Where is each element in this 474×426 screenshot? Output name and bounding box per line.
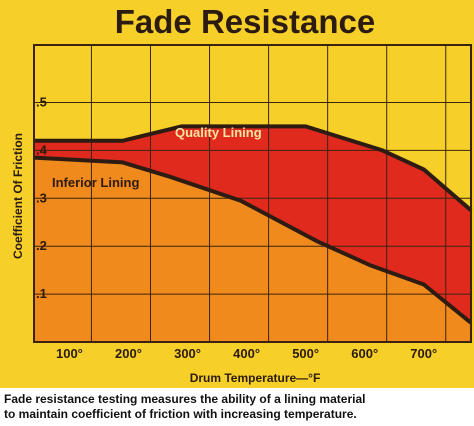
plot-frame [33,44,472,343]
x-tick-label: 600° [351,346,378,361]
y-tick-label: .3 [36,190,47,205]
x-tick-label: 400° [233,346,260,361]
x-tick-label: 500° [292,346,319,361]
caption-line-2: to maintain coefficient of friction with… [4,407,357,421]
inferior-lining-area [34,157,471,342]
caption-line-1: Fade resistance testing measures the abi… [4,392,365,406]
y-tick-label: .1 [36,286,47,301]
y-tick-labels: .1 .2 .3 .4 .5 [36,94,48,301]
chart-title: Fade Resistance [115,3,375,40]
x-tick-label: 200° [115,346,142,361]
plot-area [33,44,473,343]
inferior-lining-line [33,155,473,325]
x-tick-label: 700° [410,346,437,361]
y-tick-label: .5 [36,94,47,109]
y-axis-label: Coefficient Of Friction [11,133,25,259]
quality-lining-area [34,126,471,323]
x-tick-label: 300° [174,346,201,361]
x-tick-label: 100° [56,346,83,361]
inferior-lining-label: Inferior Lining [52,175,139,190]
y-tick-label: .4 [36,142,48,157]
quality-lining-line [34,124,473,212]
grid-lines [34,45,471,342]
y-tick-label: .2 [36,238,47,253]
quality-lining-label: Quality Lining [175,125,262,140]
x-axis-label: Drum Temperature—°F [190,371,321,385]
x-tick-labels: 100° 200° 300° 400° 500° 600° 700° [56,346,437,361]
